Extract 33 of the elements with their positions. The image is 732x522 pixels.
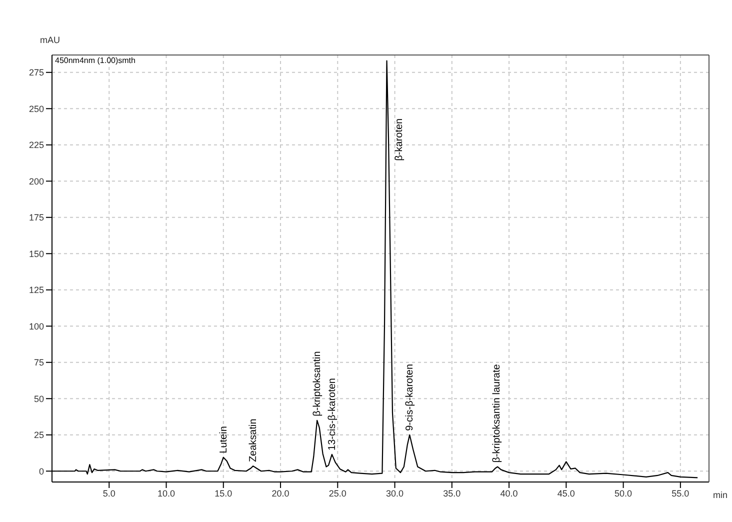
x-tick-label: 35.0 [443,488,461,498]
annotation: Zeaksatin [248,418,260,462]
y-tick-label: 250 [28,104,44,114]
x-tick-label: 50.0 [614,488,632,498]
y-tick-label: 25 [34,430,44,440]
y-tick-label: 100 [28,321,44,332]
y-tick-label: 275 [28,68,44,78]
x-tick-label: 20.0 [272,488,290,498]
x-tick-label: 10.0 [157,488,176,498]
y-tick-label: 50 [34,394,44,404]
x-axis-title: min [713,490,728,500]
annotation: 13-cis-β-karoten [326,378,338,450]
annotation: β-kriptoksantin [312,351,324,416]
y-tick-label: 150 [28,248,44,259]
x-tick-label: 25.0 [328,488,346,498]
y-tick-label: 200 [28,176,44,186]
y-tick-label: 75 [34,358,44,368]
annotation: β-karoten [394,118,406,161]
annotation: 450nm4nm (1.00)smth [55,56,136,65]
annotation: β-kriptoksantin laurate [491,364,502,463]
annotation: Lutein [218,426,230,454]
y-axis-title: mAU [40,35,60,45]
x-tick-label: 45.0 [557,488,575,498]
y-tick-label: 125 [28,285,44,296]
y-tick-label: 175 [28,212,44,223]
x-tick-label: 55.0 [672,488,690,498]
annotation: 9-cis-β-karoten [404,364,416,431]
x-tick-label: 40.0 [500,488,518,498]
x-tick-label: 15.0 [214,488,232,498]
y-tick-label: 0 [38,466,44,476]
x-tick-label: 30.0 [386,488,404,498]
y-tick-label: 225 [28,140,44,150]
x-tick-label: 5.0 [102,488,116,498]
